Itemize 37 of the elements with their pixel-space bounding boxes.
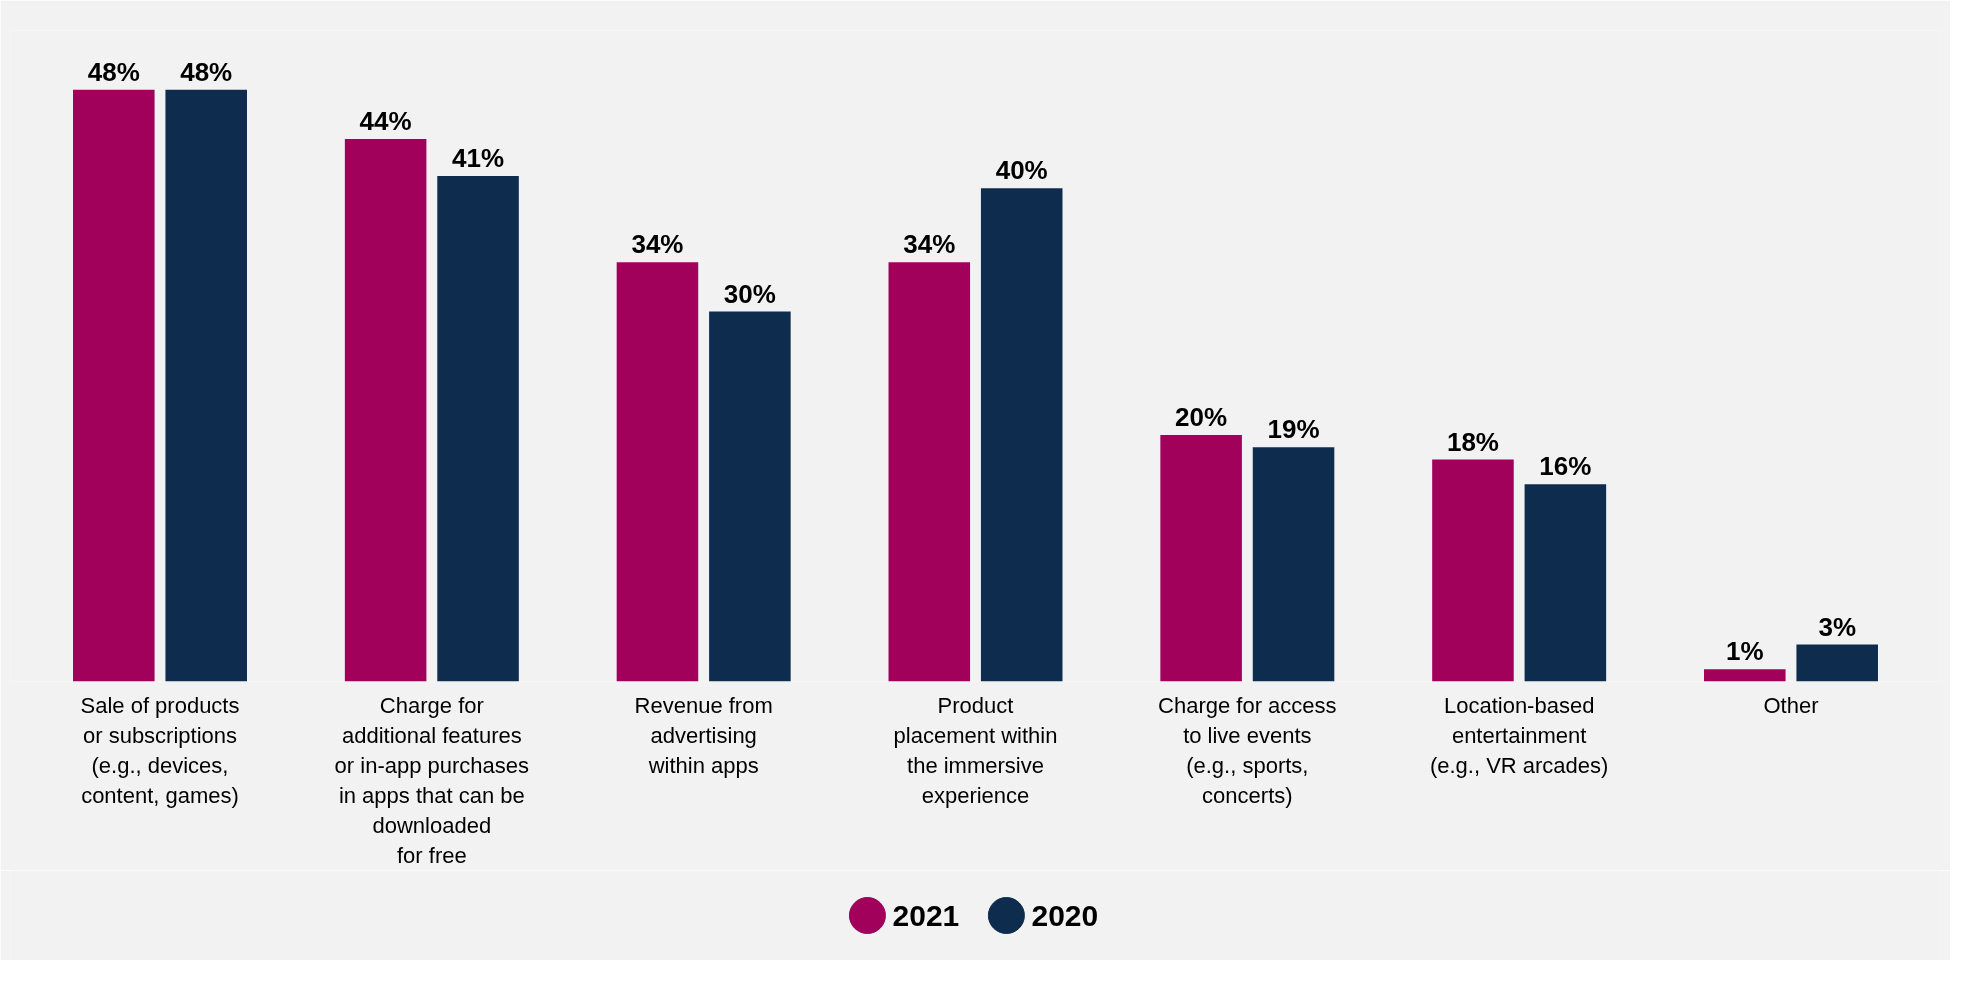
x-tick-label: Other: [1763, 692, 1819, 718]
data-label: 44%: [359, 106, 412, 136]
bar: [1252, 447, 1335, 682]
data-label: 20%: [1175, 401, 1228, 432]
bar: [1796, 644, 1878, 682]
x-tick-label: Charge for additional features or in-app purchases in apps that can be downloaded for free: [334, 692, 530, 868]
x-tick-label: Sale of products or subscriptions (e.g., devices, content, games): [80, 692, 240, 808]
data-label: 41%: [452, 142, 505, 173]
bar: [709, 311, 791, 682]
legend-label: 2021: [892, 898, 960, 932]
data-label: 19%: [1267, 414, 1320, 445]
x-tick-label: Product placement within the immersive experience: [893, 692, 1058, 808]
bar: [1524, 484, 1607, 682]
x-tick-label: Charge for access to live events (e.g., sports, concerts): [1158, 692, 1337, 808]
data-label: 34%: [631, 229, 684, 260]
bar: [1160, 434, 1242, 682]
bar: [344, 139, 427, 682]
data-label: 48%: [87, 56, 140, 87]
bar: [980, 188, 1063, 682]
bar: [73, 89, 155, 682]
bar: [437, 175, 519, 682]
bar: [165, 89, 247, 682]
data-label: 40%: [995, 155, 1048, 186]
data-label: 34%: [903, 229, 956, 260]
bar: [1704, 669, 1786, 682]
x-tick-label: Location-based entertainment (e.g., VR arcades): [1429, 692, 1609, 778]
data-label: 48%: [180, 56, 233, 87]
data-label: 3%: [1818, 611, 1856, 642]
bar: [616, 262, 699, 682]
data-label: 30%: [723, 278, 776, 309]
data-label: 18%: [1446, 426, 1499, 457]
bar: [888, 262, 971, 682]
data-label: 1%: [1725, 636, 1764, 667]
data-label: 16%: [1539, 451, 1592, 482]
bar: [1432, 459, 1514, 682]
x-tick-label: Revenue from advertising within apps: [634, 692, 773, 778]
legend-label: 2020: [1031, 898, 1099, 932]
